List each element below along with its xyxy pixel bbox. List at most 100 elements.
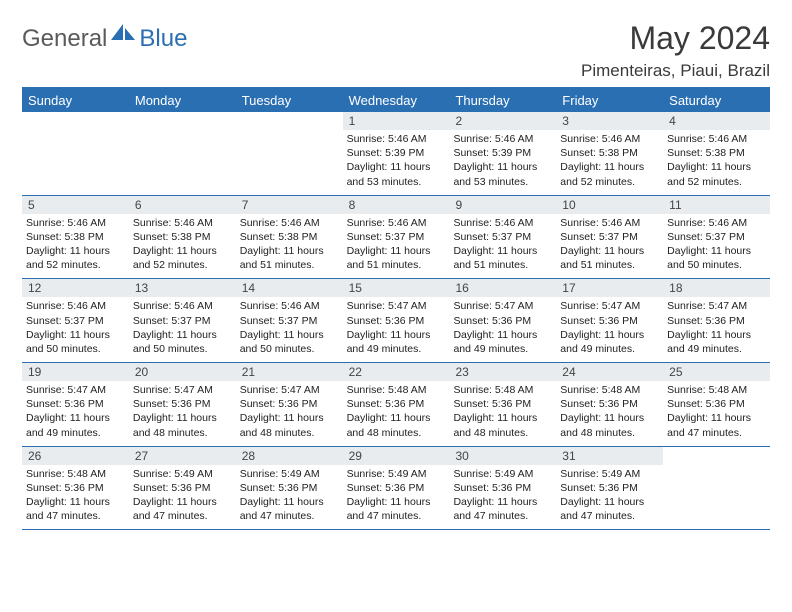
- day-number: 3: [556, 112, 663, 130]
- calendar-cell: 28Sunrise: 5:49 AMSunset: 5:36 PMDayligh…: [236, 447, 343, 530]
- day-header: Friday: [556, 89, 663, 112]
- calendar-cell: 14Sunrise: 5:46 AMSunset: 5:37 PMDayligh…: [236, 279, 343, 362]
- day-number: 2: [449, 112, 556, 130]
- calendar-cell: ..: [236, 112, 343, 195]
- day-number: 29: [343, 447, 450, 465]
- title-block: May 2024 Pimenteiras, Piaui, Brazil: [581, 20, 770, 81]
- header: General Blue May 2024 Pimenteiras, Piaui…: [22, 20, 770, 81]
- calendar-cell: 21Sunrise: 5:47 AMSunset: 5:36 PMDayligh…: [236, 363, 343, 446]
- day-number: 26: [22, 447, 129, 465]
- calendar-cell: 10Sunrise: 5:46 AMSunset: 5:37 PMDayligh…: [556, 196, 663, 279]
- calendar-cell: ..: [22, 112, 129, 195]
- day-details: Sunrise: 5:49 AMSunset: 5:36 PMDaylight:…: [556, 465, 663, 530]
- day-number: 13: [129, 279, 236, 297]
- week-row: 19Sunrise: 5:47 AMSunset: 5:36 PMDayligh…: [22, 363, 770, 447]
- logo-text-general: General: [22, 25, 107, 53]
- day-details: Sunrise: 5:47 AMSunset: 5:36 PMDaylight:…: [22, 381, 129, 446]
- day-header: Saturday: [663, 89, 770, 112]
- day-details: Sunrise: 5:47 AMSunset: 5:36 PMDaylight:…: [556, 297, 663, 362]
- day-header: Wednesday: [343, 89, 450, 112]
- calendar-cell: 9Sunrise: 5:46 AMSunset: 5:37 PMDaylight…: [449, 196, 556, 279]
- day-number: 25: [663, 363, 770, 381]
- calendar: Sunday Monday Tuesday Wednesday Thursday…: [22, 87, 770, 530]
- calendar-cell: 1Sunrise: 5:46 AMSunset: 5:39 PMDaylight…: [343, 112, 450, 195]
- calendar-cell: 26Sunrise: 5:48 AMSunset: 5:36 PMDayligh…: [22, 447, 129, 530]
- day-details: Sunrise: 5:46 AMSunset: 5:39 PMDaylight:…: [449, 130, 556, 195]
- logo: General Blue: [22, 24, 187, 53]
- location-label: Pimenteiras, Piaui, Brazil: [581, 61, 770, 81]
- day-details: Sunrise: 5:47 AMSunset: 5:36 PMDaylight:…: [129, 381, 236, 446]
- day-details: Sunrise: 5:48 AMSunset: 5:36 PMDaylight:…: [22, 465, 129, 530]
- calendar-cell: 23Sunrise: 5:48 AMSunset: 5:36 PMDayligh…: [449, 363, 556, 446]
- day-number: 24: [556, 363, 663, 381]
- calendar-cell: 18Sunrise: 5:47 AMSunset: 5:36 PMDayligh…: [663, 279, 770, 362]
- day-header: Tuesday: [236, 89, 343, 112]
- week-row: 12Sunrise: 5:46 AMSunset: 5:37 PMDayligh…: [22, 279, 770, 363]
- day-details: Sunrise: 5:46 AMSunset: 5:38 PMDaylight:…: [129, 214, 236, 279]
- calendar-cell: 22Sunrise: 5:48 AMSunset: 5:36 PMDayligh…: [343, 363, 450, 446]
- day-details: Sunrise: 5:46 AMSunset: 5:38 PMDaylight:…: [22, 214, 129, 279]
- day-details: Sunrise: 5:46 AMSunset: 5:39 PMDaylight:…: [343, 130, 450, 195]
- calendar-cell: 2Sunrise: 5:46 AMSunset: 5:39 PMDaylight…: [449, 112, 556, 195]
- day-details: Sunrise: 5:46 AMSunset: 5:37 PMDaylight:…: [449, 214, 556, 279]
- day-number: 18: [663, 279, 770, 297]
- day-number: 21: [236, 363, 343, 381]
- calendar-cell: 12Sunrise: 5:46 AMSunset: 5:37 PMDayligh…: [22, 279, 129, 362]
- day-details: Sunrise: 5:48 AMSunset: 5:36 PMDaylight:…: [449, 381, 556, 446]
- day-number: 16: [449, 279, 556, 297]
- day-header: Sunday: [22, 89, 129, 112]
- calendar-cell: 24Sunrise: 5:48 AMSunset: 5:36 PMDayligh…: [556, 363, 663, 446]
- calendar-cell: 29Sunrise: 5:49 AMSunset: 5:36 PMDayligh…: [343, 447, 450, 530]
- day-number: 7: [236, 196, 343, 214]
- day-number: 17: [556, 279, 663, 297]
- calendar-cell: 8Sunrise: 5:46 AMSunset: 5:37 PMDaylight…: [343, 196, 450, 279]
- day-header-row: Sunday Monday Tuesday Wednesday Thursday…: [22, 89, 770, 112]
- calendar-cell: 6Sunrise: 5:46 AMSunset: 5:38 PMDaylight…: [129, 196, 236, 279]
- day-details: Sunrise: 5:46 AMSunset: 5:37 PMDaylight:…: [22, 297, 129, 362]
- day-details: Sunrise: 5:46 AMSunset: 5:37 PMDaylight:…: [236, 297, 343, 362]
- week-row: 5Sunrise: 5:46 AMSunset: 5:38 PMDaylight…: [22, 196, 770, 280]
- day-details: Sunrise: 5:46 AMSunset: 5:38 PMDaylight:…: [556, 130, 663, 195]
- day-details: Sunrise: 5:48 AMSunset: 5:36 PMDaylight:…: [663, 381, 770, 446]
- day-details: Sunrise: 5:46 AMSunset: 5:38 PMDaylight:…: [663, 130, 770, 195]
- day-number: 9: [449, 196, 556, 214]
- day-number: 23: [449, 363, 556, 381]
- day-details: Sunrise: 5:46 AMSunset: 5:37 PMDaylight:…: [556, 214, 663, 279]
- day-details: Sunrise: 5:46 AMSunset: 5:38 PMDaylight:…: [236, 214, 343, 279]
- day-number: 27: [129, 447, 236, 465]
- day-number: 11: [663, 196, 770, 214]
- week-row: ......1Sunrise: 5:46 AMSunset: 5:39 PMDa…: [22, 112, 770, 196]
- day-details: Sunrise: 5:47 AMSunset: 5:36 PMDaylight:…: [663, 297, 770, 362]
- calendar-cell: 19Sunrise: 5:47 AMSunset: 5:36 PMDayligh…: [22, 363, 129, 446]
- day-number: 15: [343, 279, 450, 297]
- day-number: 10: [556, 196, 663, 214]
- day-number: 1: [343, 112, 450, 130]
- day-number: 14: [236, 279, 343, 297]
- day-number: 30: [449, 447, 556, 465]
- day-details: Sunrise: 5:47 AMSunset: 5:36 PMDaylight:…: [449, 297, 556, 362]
- calendar-cell: 27Sunrise: 5:49 AMSunset: 5:36 PMDayligh…: [129, 447, 236, 530]
- calendar-cell: 5Sunrise: 5:46 AMSunset: 5:38 PMDaylight…: [22, 196, 129, 279]
- calendar-cell: 15Sunrise: 5:47 AMSunset: 5:36 PMDayligh…: [343, 279, 450, 362]
- day-number: 31: [556, 447, 663, 465]
- day-number: 4: [663, 112, 770, 130]
- day-details: Sunrise: 5:46 AMSunset: 5:37 PMDaylight:…: [129, 297, 236, 362]
- day-details: Sunrise: 5:49 AMSunset: 5:36 PMDaylight:…: [236, 465, 343, 530]
- week-row: 26Sunrise: 5:48 AMSunset: 5:36 PMDayligh…: [22, 447, 770, 531]
- day-number: 22: [343, 363, 450, 381]
- page-title: May 2024: [581, 20, 770, 57]
- logo-text-blue: Blue: [139, 25, 187, 53]
- day-details: Sunrise: 5:47 AMSunset: 5:36 PMDaylight:…: [343, 297, 450, 362]
- calendar-cell: 11Sunrise: 5:46 AMSunset: 5:37 PMDayligh…: [663, 196, 770, 279]
- logo-sail-icon: [111, 24, 137, 47]
- day-number: 19: [22, 363, 129, 381]
- day-number: 20: [129, 363, 236, 381]
- day-details: Sunrise: 5:47 AMSunset: 5:36 PMDaylight:…: [236, 381, 343, 446]
- day-details: Sunrise: 5:49 AMSunset: 5:36 PMDaylight:…: [129, 465, 236, 530]
- day-details: Sunrise: 5:49 AMSunset: 5:36 PMDaylight:…: [449, 465, 556, 530]
- day-details: Sunrise: 5:46 AMSunset: 5:37 PMDaylight:…: [343, 214, 450, 279]
- day-details: Sunrise: 5:48 AMSunset: 5:36 PMDaylight:…: [343, 381, 450, 446]
- calendar-cell: 7Sunrise: 5:46 AMSunset: 5:38 PMDaylight…: [236, 196, 343, 279]
- day-details: Sunrise: 5:48 AMSunset: 5:36 PMDaylight:…: [556, 381, 663, 446]
- calendar-cell: 30Sunrise: 5:49 AMSunset: 5:36 PMDayligh…: [449, 447, 556, 530]
